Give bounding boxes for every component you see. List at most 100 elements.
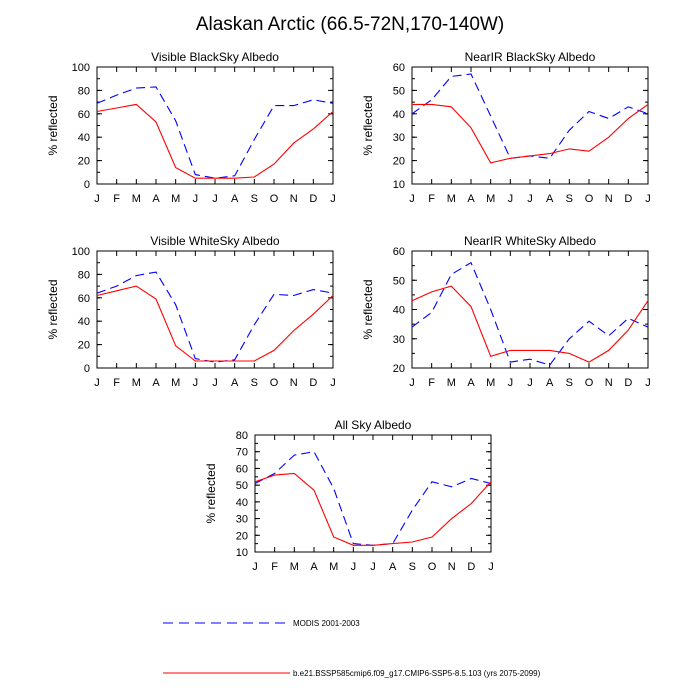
x-tick-label: M bbox=[132, 193, 141, 205]
x-tick-label: O bbox=[270, 193, 279, 205]
x-tick-label: A bbox=[467, 193, 475, 205]
legend-label-modis: MODIS 2001-2003 bbox=[293, 619, 360, 628]
x-tick-label: J bbox=[212, 377, 218, 389]
y-tick-label: 50 bbox=[393, 275, 405, 287]
x-tick-label: J bbox=[193, 377, 199, 389]
x-tick-label: J bbox=[330, 377, 336, 389]
y-tick-label: 20 bbox=[236, 530, 248, 542]
series-line-model bbox=[96, 285, 334, 362]
y-tick-label: 10 bbox=[236, 547, 248, 559]
x-tick-label: N bbox=[605, 193, 613, 205]
y-tick-label: 40 bbox=[236, 497, 248, 509]
y-tick-label: 60 bbox=[78, 293, 90, 305]
y-axis-label: % reflected bbox=[46, 279, 60, 339]
x-tick-label: O bbox=[585, 377, 594, 389]
x-tick-label: J bbox=[94, 193, 100, 205]
x-tick-label: N bbox=[448, 561, 456, 573]
x-tick-label: N bbox=[605, 377, 613, 389]
y-tick-label: 80 bbox=[78, 269, 90, 281]
y-tick-label: 0 bbox=[84, 363, 90, 375]
series-line-model bbox=[96, 103, 334, 179]
series-line-modis bbox=[411, 73, 649, 159]
y-tick-label: 0 bbox=[84, 179, 90, 191]
y-tick-label: 100 bbox=[72, 246, 90, 258]
x-tick-label: D bbox=[309, 377, 317, 389]
x-tick-label: S bbox=[566, 377, 573, 389]
y-axis-label: % reflected bbox=[204, 463, 218, 523]
y-tick-label: 60 bbox=[78, 109, 90, 121]
x-tick-label: M bbox=[486, 377, 495, 389]
y-tick-label: 60 bbox=[393, 62, 405, 74]
y-tick-label: 50 bbox=[236, 480, 248, 492]
x-tick-label: M bbox=[447, 193, 456, 205]
x-tick-label: A bbox=[546, 193, 554, 205]
x-tick-label: A bbox=[389, 561, 397, 573]
panel-title: All Sky Albedo bbox=[335, 418, 412, 432]
x-tick-label: J bbox=[527, 193, 533, 205]
x-tick-label: J bbox=[212, 193, 218, 205]
plot-frame bbox=[96, 66, 334, 185]
x-tick-label: N bbox=[290, 193, 298, 205]
x-tick-label: D bbox=[624, 377, 632, 389]
panel-title: Visible WhiteSky Albedo bbox=[150, 234, 280, 248]
y-tick-label: 40 bbox=[78, 316, 90, 328]
x-tick-label: A bbox=[546, 377, 554, 389]
x-tick-label: F bbox=[428, 377, 435, 389]
x-tick-label: F bbox=[271, 561, 278, 573]
x-tick-label: M bbox=[486, 193, 495, 205]
x-tick-label: M bbox=[447, 377, 456, 389]
x-tick-label: A bbox=[467, 377, 475, 389]
x-tick-label: S bbox=[251, 377, 258, 389]
x-tick-label: N bbox=[290, 377, 298, 389]
series-line-modis bbox=[96, 86, 334, 179]
x-tick-label: J bbox=[252, 561, 258, 573]
x-tick-label: J bbox=[409, 377, 415, 389]
y-tick-label: 30 bbox=[236, 514, 248, 526]
y-tick-label: 20 bbox=[78, 340, 90, 352]
x-tick-label: A bbox=[310, 561, 318, 573]
x-tick-label: J bbox=[645, 193, 651, 205]
series-line-model bbox=[411, 285, 649, 363]
x-tick-label: S bbox=[409, 561, 416, 573]
x-tick-label: J bbox=[193, 193, 199, 205]
y-axis-label: % reflected bbox=[361, 279, 375, 339]
series-line-modis bbox=[411, 261, 649, 366]
y-tick-label: 40 bbox=[393, 109, 405, 121]
x-tick-label: J bbox=[645, 377, 651, 389]
y-axis-label: % reflected bbox=[361, 95, 375, 155]
y-tick-label: 60 bbox=[236, 463, 248, 475]
x-tick-label: J bbox=[370, 561, 376, 573]
legend: MODIS 2001-2003 b.e21.BSSP585cmip6.f09_g… bbox=[163, 619, 541, 678]
x-tick-label: J bbox=[94, 377, 100, 389]
x-tick-label: J bbox=[330, 193, 336, 205]
x-tick-label: D bbox=[309, 193, 317, 205]
y-tick-label: 100 bbox=[72, 62, 90, 74]
series-line-modis bbox=[96, 271, 334, 363]
plot-frame bbox=[411, 66, 649, 185]
x-tick-label: O bbox=[585, 193, 594, 205]
x-tick-label: S bbox=[566, 193, 573, 205]
y-tick-label: 40 bbox=[393, 305, 405, 317]
y-tick-label: 80 bbox=[236, 430, 248, 442]
x-tick-label: J bbox=[508, 193, 514, 205]
y-tick-label: 50 bbox=[393, 85, 405, 97]
x-tick-label: M bbox=[329, 561, 338, 573]
series-line-model bbox=[412, 103, 649, 164]
x-tick-label: J bbox=[409, 193, 415, 205]
x-tick-label: M bbox=[290, 561, 299, 573]
x-tick-label: A bbox=[231, 377, 239, 389]
x-tick-label: A bbox=[231, 193, 239, 205]
x-tick-label: F bbox=[113, 377, 120, 389]
panel-title: NearIR BlackSky Albedo bbox=[465, 50, 596, 64]
y-tick-label: 10 bbox=[393, 179, 405, 191]
y-tick-label: 30 bbox=[393, 132, 405, 144]
x-tick-label: J bbox=[527, 377, 533, 389]
x-tick-label: S bbox=[251, 193, 258, 205]
y-axis-label: % reflected bbox=[46, 95, 60, 155]
